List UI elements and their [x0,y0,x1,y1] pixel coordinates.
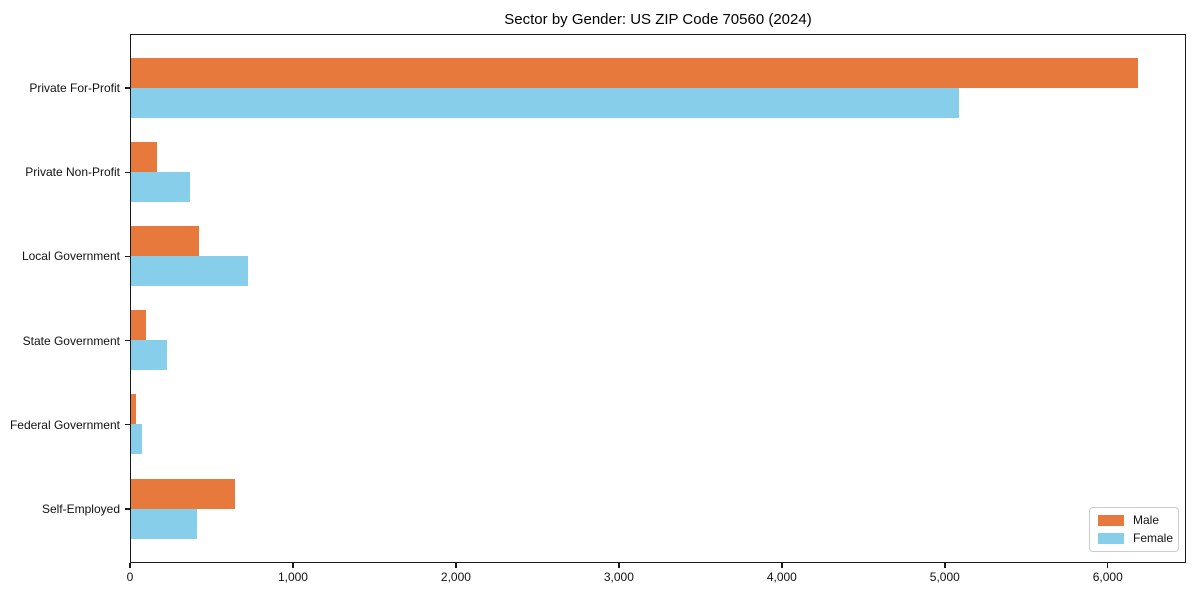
legend: Male Female [1089,507,1179,552]
category-label-private-non-profit: Private Non-Profit [25,165,120,180]
bar-female-federal-government [131,424,143,455]
x-tick-0 [129,563,131,568]
category-label-federal-government: Federal Government [9,417,120,432]
category-label-state-government: State Government [22,333,120,348]
x-tick-1000 [292,563,294,568]
plot-area [130,34,1186,563]
x-tick-label-0: 0 [126,570,134,584]
y-tick-local-government [125,255,130,258]
x-tick-2000 [455,563,457,568]
bar-male-private-non-profit [131,141,158,172]
chart-title: Sector by Gender: US ZIP Code 70560 (202… [504,11,812,28]
bar-female-private-non-profit [131,171,191,202]
category-label-self-employed: Self-Employed [41,502,120,516]
y-tick-private-for-profit [125,87,130,89]
bar-male-federal-government [131,394,136,425]
x-tick-6000 [1107,563,1109,568]
bar-male-self-employed [131,478,236,509]
bar-male-private-for-profit [131,57,1139,88]
x-tick-label-3000: 3,000 [603,570,634,584]
y-tick-private-non-profit [125,171,130,173]
x-tick-3000 [618,563,620,568]
bar-female-local-government [131,256,248,286]
x-tick-label-4000: 4,000 [766,570,797,584]
x-tick-label-5000: 5,000 [929,570,960,584]
x-tick-4000 [781,563,783,568]
legend-item-female: Female [1098,531,1174,545]
legend-swatch-male [1098,515,1124,526]
x-tick-5000 [944,563,946,568]
y-tick-self-employed [125,508,130,510]
legend-swatch-female [1098,533,1124,544]
bar-male-local-government [131,226,199,256]
x-tick-label-6000: 6,000 [1092,570,1123,584]
category-label-local-government: Local Government [21,249,120,264]
legend-item-male: Male [1098,514,1170,527]
x-tick-label-1000: 1,000 [277,570,308,584]
bar-female-self-employed [131,508,197,539]
category-label-private-for-profit: Private For-Profit [29,81,120,95]
bar-female-private-for-profit [131,87,959,118]
y-tick-state-government [125,339,130,342]
bar-male-state-government [131,310,147,341]
y-tick-federal-government [125,424,130,426]
legend-label-male: Male [1133,513,1160,527]
legend-label-female: Female [1133,531,1174,545]
bar-female-state-government [131,340,167,371]
x-tick-label-2000: 2,000 [440,570,471,584]
